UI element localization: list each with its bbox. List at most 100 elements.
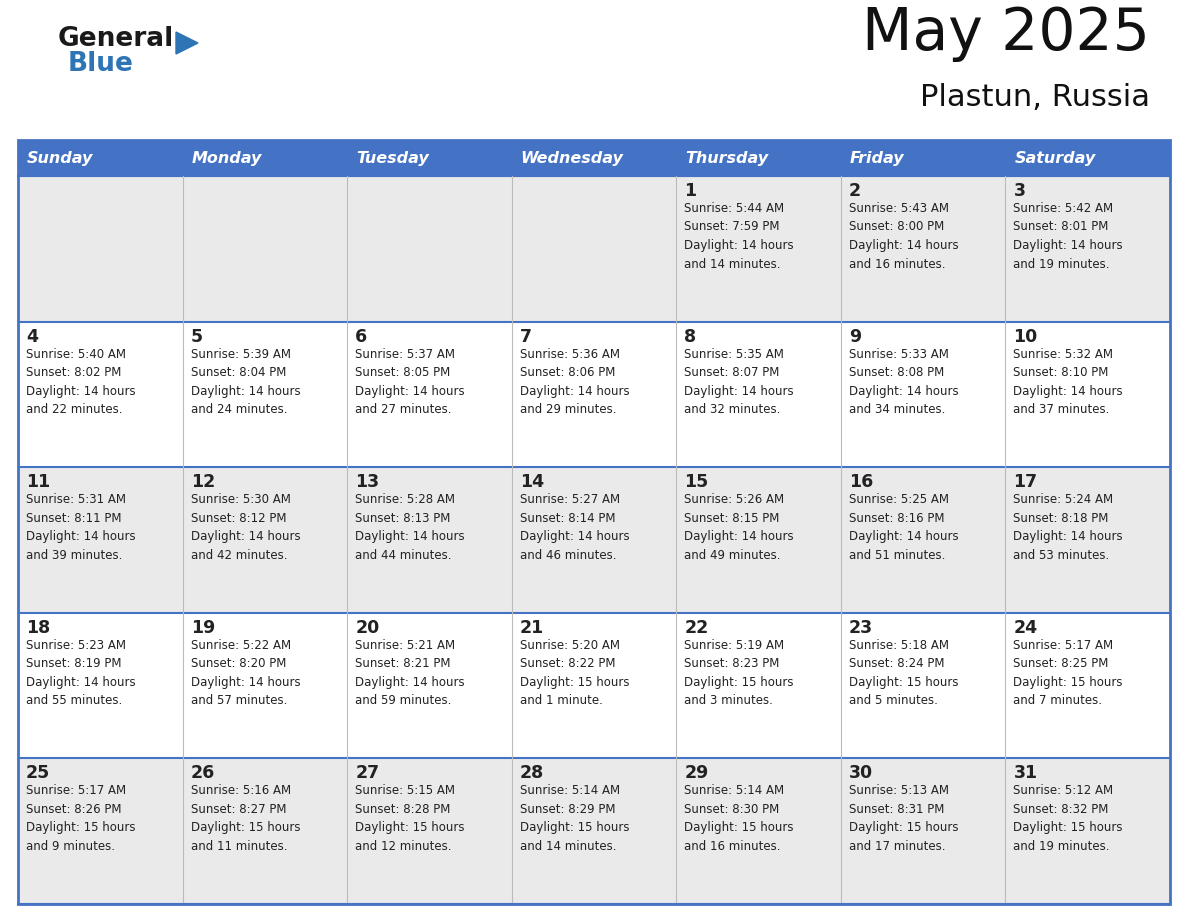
Bar <box>512 613 676 758</box>
Bar <box>1005 758 1170 904</box>
Bar <box>512 321 676 467</box>
Bar <box>183 467 347 613</box>
Text: 27: 27 <box>355 765 379 782</box>
Bar <box>676 467 841 613</box>
Text: Monday: Monday <box>191 151 261 166</box>
Text: Tuesday: Tuesday <box>356 151 429 166</box>
Bar <box>841 140 1005 176</box>
Text: Thursday: Thursday <box>685 151 769 166</box>
Text: 17: 17 <box>1013 473 1037 491</box>
Bar <box>18 758 183 904</box>
Text: Sunrise: 5:27 AM
Sunset: 8:14 PM
Daylight: 14 hours
and 46 minutes.: Sunrise: 5:27 AM Sunset: 8:14 PM Dayligh… <box>519 493 630 562</box>
Text: Sunrise: 5:36 AM
Sunset: 8:06 PM
Daylight: 14 hours
and 29 minutes.: Sunrise: 5:36 AM Sunset: 8:06 PM Dayligh… <box>519 348 630 416</box>
Bar <box>676 176 841 321</box>
Polygon shape <box>176 32 198 54</box>
Text: Sunrise: 5:31 AM
Sunset: 8:11 PM
Daylight: 14 hours
and 39 minutes.: Sunrise: 5:31 AM Sunset: 8:11 PM Dayligh… <box>26 493 135 562</box>
Text: Friday: Friday <box>849 151 904 166</box>
Text: Sunrise: 5:14 AM
Sunset: 8:29 PM
Daylight: 15 hours
and 14 minutes.: Sunrise: 5:14 AM Sunset: 8:29 PM Dayligh… <box>519 784 630 853</box>
Text: 9: 9 <box>849 328 861 345</box>
Text: 5: 5 <box>190 328 203 345</box>
Text: Sunrise: 5:33 AM
Sunset: 8:08 PM
Daylight: 14 hours
and 34 minutes.: Sunrise: 5:33 AM Sunset: 8:08 PM Dayligh… <box>849 348 959 416</box>
Text: 26: 26 <box>190 765 215 782</box>
Text: Sunrise: 5:15 AM
Sunset: 8:28 PM
Daylight: 15 hours
and 12 minutes.: Sunrise: 5:15 AM Sunset: 8:28 PM Dayligh… <box>355 784 465 853</box>
Bar <box>512 758 676 904</box>
Text: 25: 25 <box>26 765 50 782</box>
Text: Sunrise: 5:14 AM
Sunset: 8:30 PM
Daylight: 15 hours
and 16 minutes.: Sunrise: 5:14 AM Sunset: 8:30 PM Dayligh… <box>684 784 794 853</box>
Text: Sunday: Sunday <box>27 151 94 166</box>
Text: Sunrise: 5:43 AM
Sunset: 8:00 PM
Daylight: 14 hours
and 16 minutes.: Sunrise: 5:43 AM Sunset: 8:00 PM Dayligh… <box>849 202 959 271</box>
Bar <box>183 176 347 321</box>
Bar <box>676 321 841 467</box>
Text: 10: 10 <box>1013 328 1037 345</box>
Text: 31: 31 <box>1013 765 1037 782</box>
Bar <box>183 613 347 758</box>
Text: 20: 20 <box>355 619 379 637</box>
Text: Saturday: Saturday <box>1015 151 1095 166</box>
Bar <box>841 758 1005 904</box>
Bar <box>841 613 1005 758</box>
Text: Sunrise: 5:44 AM
Sunset: 7:59 PM
Daylight: 14 hours
and 14 minutes.: Sunrise: 5:44 AM Sunset: 7:59 PM Dayligh… <box>684 202 794 271</box>
Text: Sunrise: 5:42 AM
Sunset: 8:01 PM
Daylight: 14 hours
and 19 minutes.: Sunrise: 5:42 AM Sunset: 8:01 PM Dayligh… <box>1013 202 1123 271</box>
Text: Sunrise: 5:23 AM
Sunset: 8:19 PM
Daylight: 14 hours
and 55 minutes.: Sunrise: 5:23 AM Sunset: 8:19 PM Dayligh… <box>26 639 135 707</box>
Bar <box>841 176 1005 321</box>
Text: Plastun, Russia: Plastun, Russia <box>920 83 1150 112</box>
Text: Sunrise: 5:19 AM
Sunset: 8:23 PM
Daylight: 15 hours
and 3 minutes.: Sunrise: 5:19 AM Sunset: 8:23 PM Dayligh… <box>684 639 794 707</box>
Text: Sunrise: 5:28 AM
Sunset: 8:13 PM
Daylight: 14 hours
and 44 minutes.: Sunrise: 5:28 AM Sunset: 8:13 PM Dayligh… <box>355 493 465 562</box>
Text: Sunrise: 5:18 AM
Sunset: 8:24 PM
Daylight: 15 hours
and 5 minutes.: Sunrise: 5:18 AM Sunset: 8:24 PM Dayligh… <box>849 639 959 707</box>
Text: Sunrise: 5:30 AM
Sunset: 8:12 PM
Daylight: 14 hours
and 42 minutes.: Sunrise: 5:30 AM Sunset: 8:12 PM Dayligh… <box>190 493 301 562</box>
Bar <box>347 321 512 467</box>
Text: 2: 2 <box>849 182 861 200</box>
Text: 30: 30 <box>849 765 873 782</box>
Bar <box>676 140 841 176</box>
Text: 15: 15 <box>684 473 708 491</box>
Text: Sunrise: 5:16 AM
Sunset: 8:27 PM
Daylight: 15 hours
and 11 minutes.: Sunrise: 5:16 AM Sunset: 8:27 PM Dayligh… <box>190 784 301 853</box>
Text: Wednesday: Wednesday <box>520 151 624 166</box>
Text: 18: 18 <box>26 619 50 637</box>
Text: Sunrise: 5:24 AM
Sunset: 8:18 PM
Daylight: 14 hours
and 53 minutes.: Sunrise: 5:24 AM Sunset: 8:18 PM Dayligh… <box>1013 493 1123 562</box>
Bar <box>1005 140 1170 176</box>
Text: 24: 24 <box>1013 619 1037 637</box>
Bar <box>18 321 183 467</box>
Bar <box>18 613 183 758</box>
Bar <box>512 467 676 613</box>
Text: 28: 28 <box>519 765 544 782</box>
Text: General: General <box>58 26 175 52</box>
Text: 3: 3 <box>1013 182 1025 200</box>
Bar <box>18 467 183 613</box>
Text: Sunrise: 5:22 AM
Sunset: 8:20 PM
Daylight: 14 hours
and 57 minutes.: Sunrise: 5:22 AM Sunset: 8:20 PM Dayligh… <box>190 639 301 707</box>
Text: 21: 21 <box>519 619 544 637</box>
Text: May 2025: May 2025 <box>862 5 1150 62</box>
Text: Sunrise: 5:39 AM
Sunset: 8:04 PM
Daylight: 14 hours
and 24 minutes.: Sunrise: 5:39 AM Sunset: 8:04 PM Dayligh… <box>190 348 301 416</box>
Bar <box>183 758 347 904</box>
Text: Sunrise: 5:20 AM
Sunset: 8:22 PM
Daylight: 15 hours
and 1 minute.: Sunrise: 5:20 AM Sunset: 8:22 PM Dayligh… <box>519 639 630 707</box>
Bar <box>841 467 1005 613</box>
Text: Sunrise: 5:25 AM
Sunset: 8:16 PM
Daylight: 14 hours
and 51 minutes.: Sunrise: 5:25 AM Sunset: 8:16 PM Dayligh… <box>849 493 959 562</box>
Text: 1: 1 <box>684 182 696 200</box>
Text: Sunrise: 5:21 AM
Sunset: 8:21 PM
Daylight: 14 hours
and 59 minutes.: Sunrise: 5:21 AM Sunset: 8:21 PM Dayligh… <box>355 639 465 707</box>
Text: 14: 14 <box>519 473 544 491</box>
Text: Sunrise: 5:32 AM
Sunset: 8:10 PM
Daylight: 14 hours
and 37 minutes.: Sunrise: 5:32 AM Sunset: 8:10 PM Dayligh… <box>1013 348 1123 416</box>
Bar <box>1005 613 1170 758</box>
Bar <box>18 140 183 176</box>
Bar <box>183 321 347 467</box>
Bar <box>18 140 1170 904</box>
Text: 12: 12 <box>190 473 215 491</box>
Bar <box>347 140 512 176</box>
Text: 4: 4 <box>26 328 38 345</box>
Text: Sunrise: 5:37 AM
Sunset: 8:05 PM
Daylight: 14 hours
and 27 minutes.: Sunrise: 5:37 AM Sunset: 8:05 PM Dayligh… <box>355 348 465 416</box>
Text: 19: 19 <box>190 619 215 637</box>
Bar <box>1005 321 1170 467</box>
Bar <box>1005 176 1170 321</box>
Bar <box>183 140 347 176</box>
Text: Blue: Blue <box>68 51 134 77</box>
Text: 6: 6 <box>355 328 367 345</box>
Text: Sunrise: 5:12 AM
Sunset: 8:32 PM
Daylight: 15 hours
and 19 minutes.: Sunrise: 5:12 AM Sunset: 8:32 PM Dayligh… <box>1013 784 1123 853</box>
Bar <box>347 613 512 758</box>
Bar <box>347 467 512 613</box>
Bar <box>347 758 512 904</box>
Bar <box>676 758 841 904</box>
Bar <box>1005 467 1170 613</box>
Text: Sunrise: 5:17 AM
Sunset: 8:26 PM
Daylight: 15 hours
and 9 minutes.: Sunrise: 5:17 AM Sunset: 8:26 PM Dayligh… <box>26 784 135 853</box>
Text: 11: 11 <box>26 473 50 491</box>
Bar <box>512 140 676 176</box>
